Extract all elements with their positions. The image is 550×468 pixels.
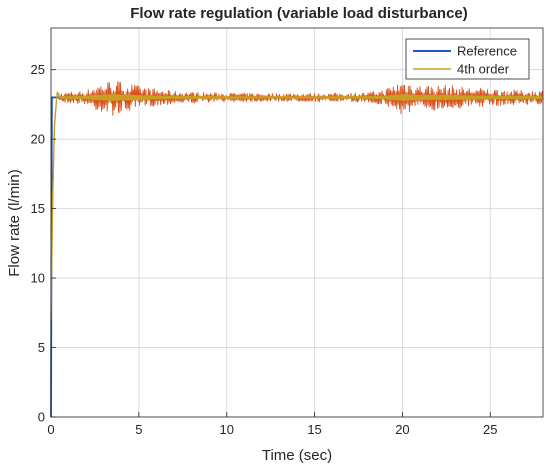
plot-frame — [50, 27, 544, 418]
x-tick-label: 15 — [307, 422, 321, 437]
legend-box — [405, 38, 530, 80]
y-tick-label: 15 — [31, 201, 45, 216]
axis-ticks: 0 5 10 15 20 25 0 5 10 15 20 25 — [31, 62, 498, 437]
y-tick-label: 10 — [31, 271, 45, 286]
x-tick-label: 10 — [219, 422, 233, 437]
y-axis-label: Flow rate (l/min) — [6, 169, 23, 277]
y-tick-label: 0 — [38, 410, 45, 425]
y-tick-label: 20 — [31, 132, 45, 147]
x-axis-label: Time (sec) — [262, 447, 332, 464]
x-tick-label: 20 — [395, 422, 409, 437]
plot-area — [51, 28, 543, 417]
y-tick-label: 25 — [31, 62, 45, 77]
y-tick-label: 5 — [38, 340, 45, 355]
chart-title: Flow rate regulation (variable load dist… — [130, 5, 468, 22]
x-tick-label: 25 — [483, 422, 497, 437]
x-tick-label: 5 — [135, 422, 142, 437]
legend-label-reference: Reference — [457, 44, 517, 59]
chart-legend: Reference 4th order — [405, 38, 530, 80]
series-4th-order — [50, 91, 544, 320]
legend-label-4th-order: 4th order — [457, 62, 510, 77]
x-tick-label: 0 — [47, 422, 54, 437]
